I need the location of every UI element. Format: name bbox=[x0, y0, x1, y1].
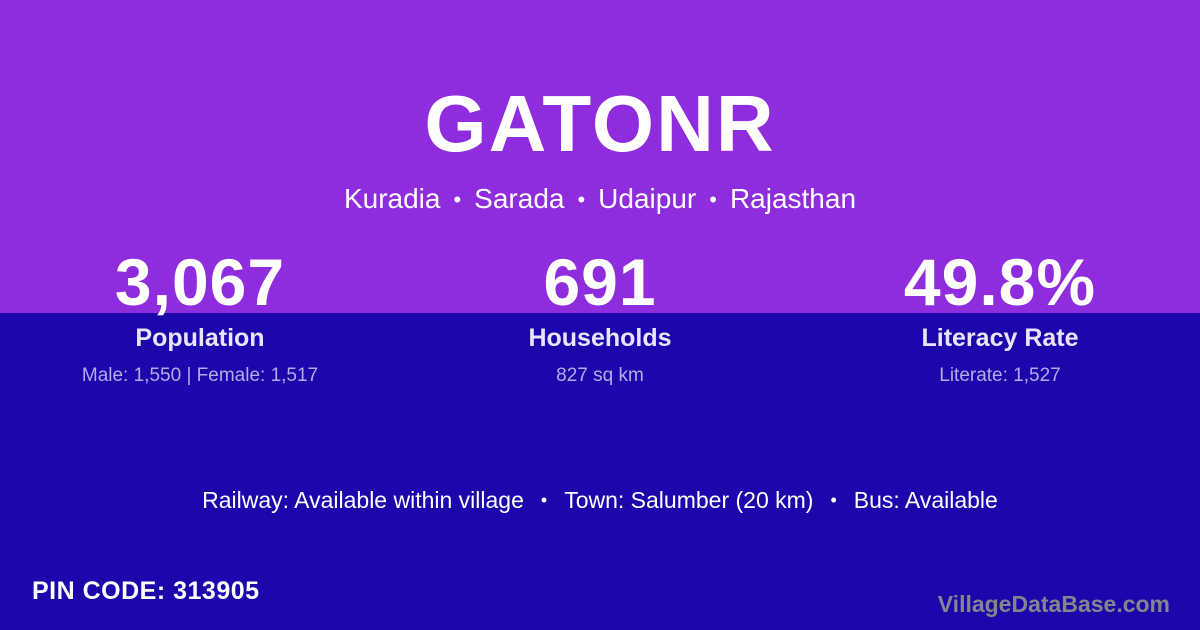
population-value: 3,067 bbox=[114, 245, 286, 319]
breadcrumb-district: Udaipur bbox=[598, 183, 697, 214]
breadcrumb-state: Rajasthan bbox=[729, 183, 857, 214]
location-breadcrumb: Kuradia • Sarada • Udaipur • Rajasthan bbox=[0, 185, 1200, 213]
bullet-separator-icon: • bbox=[540, 489, 548, 510]
breadcrumb-tehsil: Sarada bbox=[474, 183, 565, 214]
stat-population: 3,067 Population Male: 1,550 | Female: 1… bbox=[0, 249, 400, 386]
stats-row: 3,067 Population Male: 1,550 | Female: 1… bbox=[0, 249, 1200, 386]
bullet-separator-icon: • bbox=[453, 187, 462, 212]
bullet-separator-icon: • bbox=[577, 187, 586, 212]
railway-availability: Railway: Available within village bbox=[202, 487, 524, 513]
stat-literacy-rate: 49.8% Literacy Rate Literate: 1,527 bbox=[800, 249, 1200, 386]
bullet-separator-icon: • bbox=[709, 187, 717, 212]
households-value: 691 bbox=[543, 245, 657, 319]
households-area-detail: 827 sq km bbox=[556, 364, 644, 386]
population-gender-detail: Male: 1,550 | Female: 1,517 bbox=[81, 364, 319, 386]
literacy-rate-label: Literacy Rate bbox=[921, 324, 1079, 352]
transport-info-line: Railway: Available within village • Town… bbox=[0, 487, 1200, 513]
nearest-town: Town: Salumber (20 km) bbox=[564, 487, 814, 513]
bus-availability: Bus: Available bbox=[853, 487, 998, 513]
pin-code: PIN CODE: 313905 bbox=[32, 577, 260, 605]
site-watermark: VillageDataBase.com bbox=[937, 591, 1170, 617]
village-name-title: GATONR bbox=[424, 79, 776, 168]
stat-households: 691 Households 827 sq km bbox=[400, 249, 800, 386]
bullet-separator-icon: • bbox=[830, 489, 837, 510]
households-label: Households bbox=[528, 324, 672, 352]
literate-count-detail: Literate: 1,527 bbox=[939, 364, 1061, 386]
breadcrumb-panchayat: Kuradia bbox=[343, 183, 441, 214]
population-label: Population bbox=[135, 324, 265, 352]
literacy-rate-value: 49.8% bbox=[903, 245, 1097, 319]
